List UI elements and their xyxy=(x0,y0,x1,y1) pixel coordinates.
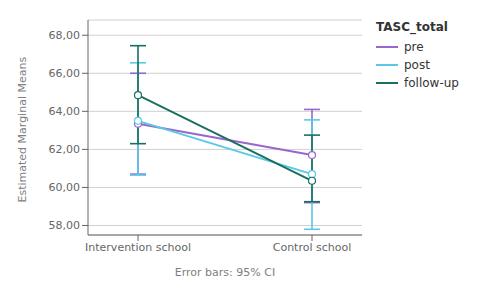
html-text:pre: pre xyxy=(404,40,424,54)
html-text:TASC_total: TASC_total xyxy=(376,20,448,34)
svg-text:Control school: Control school xyxy=(273,241,352,254)
svg-text:Estimated Marginal Means: Estimated Marginal Means xyxy=(16,57,29,203)
svg-text:68,00: 68,00 xyxy=(49,29,81,42)
svg-text:66,00: 66,00 xyxy=(49,67,81,80)
svg-text:Intervention school: Intervention school xyxy=(85,241,191,254)
svg-text:62,00: 62,00 xyxy=(49,143,81,156)
svg-text:64,00: 64,00 xyxy=(49,105,81,118)
svg-text:60,00: 60,00 xyxy=(49,181,81,194)
html-text:follow-up: follow-up xyxy=(404,76,459,90)
svg-text:58,00: 58,00 xyxy=(49,219,81,232)
svg-text:Error bars: 95% CI: Error bars: 95% CI xyxy=(175,266,275,279)
html-text:post: post xyxy=(404,58,430,72)
